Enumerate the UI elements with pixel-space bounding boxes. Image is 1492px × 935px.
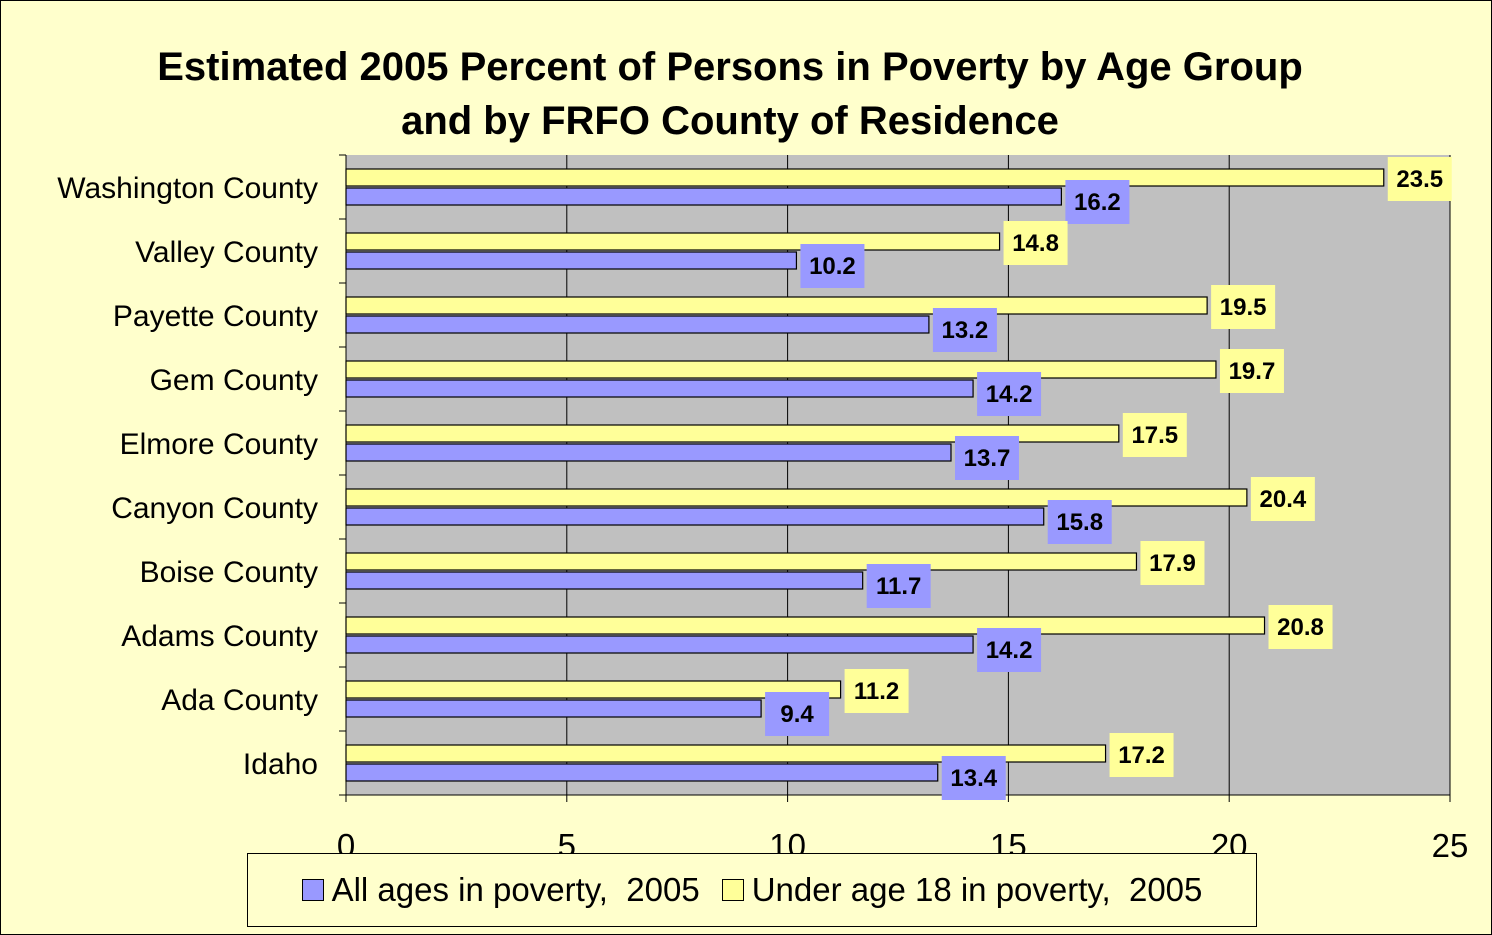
data-label-bg-under-18	[1211, 285, 1276, 329]
data-label-all-ages: 13.2	[942, 317, 989, 344]
bar-under-18	[345, 680, 842, 699]
data-label-under-18: 17.5	[1131, 422, 1178, 449]
data-label-bg-under-18	[1122, 413, 1187, 457]
data-label-bg-all-ages	[1047, 500, 1112, 544]
data-label-under-18: 20.4	[1260, 486, 1307, 513]
data-label-bg-under-18	[1250, 477, 1315, 521]
bar-all-ages	[345, 635, 974, 654]
bar-under-18	[345, 488, 1248, 507]
category-label: Idaho	[243, 748, 318, 781]
data-label-bg-all-ages	[866, 564, 931, 608]
data-label-all-ages: 11.7	[876, 573, 921, 600]
bar-all-ages	[345, 379, 974, 398]
data-label-under-18: 20.8	[1277, 614, 1324, 641]
category-label: Elmore County	[120, 428, 318, 461]
data-label-bg-all-ages	[941, 756, 1006, 800]
bar-under-18	[345, 552, 1138, 571]
bar-under-18	[345, 744, 1107, 763]
bar-under-18	[345, 616, 1266, 635]
data-label-bg-under-18	[1109, 733, 1174, 777]
data-label-under-18: 19.7	[1229, 358, 1276, 385]
bar-under-18	[345, 360, 1217, 379]
data-label-bg-all-ages	[800, 244, 865, 288]
category-label: Gem County	[150, 364, 318, 397]
bar-under-18	[345, 424, 1120, 443]
bar-all-ages	[345, 507, 1045, 526]
bar-all-ages	[345, 699, 762, 718]
bar-all-ages	[345, 571, 864, 590]
data-label-all-ages: 13.4	[950, 765, 997, 792]
chart-title: Estimated 2005 Percent of Persons in Pov…	[157, 45, 1303, 143]
category-label: Canyon County	[111, 492, 318, 525]
category-label: Ada County	[161, 684, 318, 717]
bar-under-18	[345, 168, 1385, 187]
category-label: Washington County	[57, 172, 318, 205]
legend-swatch	[301, 879, 324, 901]
data-label-under-18: 23.5	[1396, 166, 1443, 193]
data-label-bg-under-18	[1140, 541, 1205, 585]
data-label-under-18: 19.5	[1220, 294, 1267, 321]
category-label: Valley County	[135, 236, 318, 269]
data-label-bg-all-ages	[977, 372, 1042, 416]
legend-label: All ages in poverty, 2005	[331, 871, 700, 908]
data-label-bg-all-ages	[765, 692, 830, 736]
data-label-bg-under-18	[1219, 349, 1284, 393]
data-label-all-ages: 14.2	[986, 637, 1033, 664]
data-label-under-18: 14.8	[1012, 230, 1059, 257]
bar-all-ages	[345, 187, 1062, 206]
data-label-bg-under-18	[844, 669, 909, 713]
data-label-under-18: 17.2	[1118, 742, 1165, 769]
data-label-under-18: 17.9	[1149, 550, 1196, 577]
x-tick-label: 25	[1432, 827, 1469, 864]
data-label-bg-under-18	[1003, 221, 1068, 265]
data-label-bg-under-18	[1268, 605, 1333, 649]
data-label-bg-all-ages	[977, 628, 1042, 672]
data-label-all-ages: 10.2	[809, 253, 856, 280]
data-label-bg-all-ages	[954, 436, 1019, 480]
data-label-under-18: 11.2	[854, 678, 899, 705]
data-label-all-ages: 16.2	[1074, 189, 1121, 216]
bar-all-ages	[345, 443, 952, 462]
category-label: Adams County	[121, 620, 318, 653]
category-label: Payette County	[113, 300, 318, 333]
bar-under-18	[345, 232, 1001, 251]
legend-swatch	[721, 879, 744, 901]
data-label-all-ages: 13.7	[964, 445, 1011, 472]
bar-under-18	[345, 296, 1208, 315]
data-label-all-ages: 15.8	[1056, 509, 1103, 536]
bar-all-ages	[345, 315, 930, 334]
category-label: Boise County	[140, 556, 318, 589]
data-label-bg-all-ages	[1065, 180, 1130, 224]
bar-all-ages	[345, 763, 939, 782]
bar-all-ages	[345, 251, 798, 270]
data-label-all-ages: 9.4	[780, 701, 814, 728]
legend-label: Under age 18 in poverty, 2005	[751, 871, 1203, 908]
data-label-all-ages: 14.2	[986, 381, 1033, 408]
data-label-bg-under-18	[1387, 157, 1452, 201]
legend: All ages in poverty, 2005 Under age 18 in…	[247, 853, 1257, 927]
legend-item: All ages in poverty, 2005	[301, 871, 700, 909]
data-label-bg-all-ages	[932, 308, 997, 352]
legend-item: Under age 18 in poverty, 2005	[721, 871, 1203, 909]
